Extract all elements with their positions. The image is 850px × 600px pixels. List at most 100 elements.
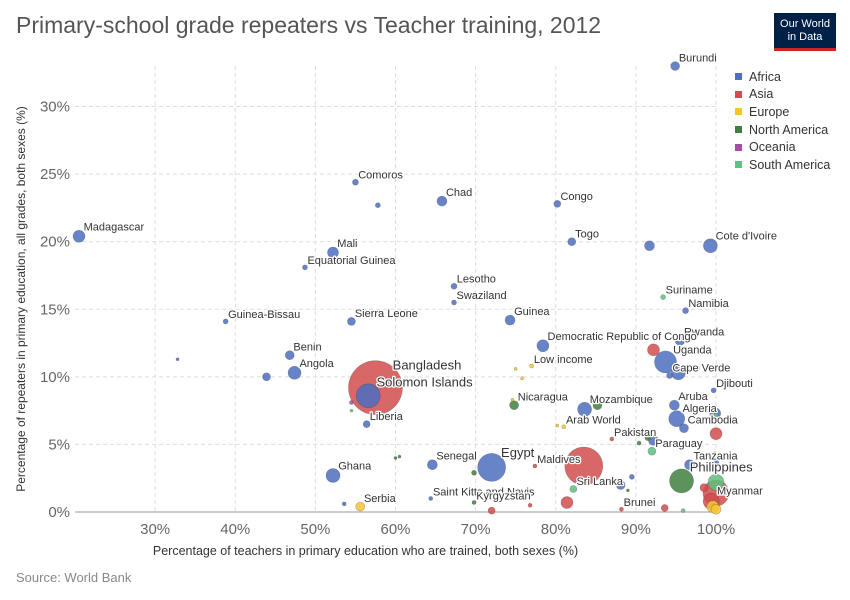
data-point xyxy=(679,423,689,434)
point-label: Guinea xyxy=(514,306,550,318)
data-point xyxy=(561,424,567,430)
data-point xyxy=(487,506,496,515)
data-point xyxy=(669,468,694,494)
point-label: Nicaragua xyxy=(518,392,569,404)
data-point xyxy=(341,501,347,507)
point-label: Egypt xyxy=(501,445,535,460)
legend-label: Asia xyxy=(749,87,774,102)
data-point xyxy=(375,202,381,209)
point-label: Brunei xyxy=(624,497,656,509)
point-label: Tanzania xyxy=(694,451,739,463)
data-point xyxy=(710,413,720,422)
legend-item[interactable]: Asia xyxy=(735,86,830,104)
data-point xyxy=(647,446,657,456)
legend-item[interactable]: Europe xyxy=(735,103,830,121)
data-point xyxy=(287,365,302,380)
data-point xyxy=(660,504,669,512)
legend-label: South America xyxy=(749,157,831,172)
point-label: Liberia xyxy=(370,411,404,423)
data-point xyxy=(175,357,180,362)
data-point xyxy=(509,400,519,411)
point-label: Cape Verde xyxy=(672,363,730,375)
data-point xyxy=(609,436,615,442)
data-point xyxy=(626,488,630,493)
legend-item[interactable]: Africa xyxy=(735,68,830,86)
data-point xyxy=(670,61,680,71)
point-label: Sri Lanka xyxy=(576,476,623,488)
data-point xyxy=(684,459,695,470)
data-point xyxy=(671,365,686,381)
legend-item[interactable]: South America xyxy=(735,156,830,174)
data-point xyxy=(636,440,642,446)
source-note: Source: World Bank xyxy=(16,570,132,585)
point-label: Serbia xyxy=(364,493,397,505)
data-point xyxy=(349,400,354,405)
data-point xyxy=(325,468,341,483)
legend-swatch xyxy=(735,90,742,98)
point-label: Arab World xyxy=(566,415,621,427)
data-point xyxy=(302,264,308,271)
data-point xyxy=(284,350,295,361)
point-label: Democratic Republic of Congo xyxy=(548,331,697,343)
data-point xyxy=(327,246,339,259)
x-tick-label: 60% xyxy=(380,521,410,538)
legend-label: North America xyxy=(749,122,829,137)
point-label: Comoros xyxy=(358,169,403,181)
point-label: Low income xyxy=(534,354,593,366)
point-label: Namibia xyxy=(688,298,729,310)
point-label: Burundi xyxy=(679,52,717,64)
point-label: Uganda xyxy=(673,344,712,356)
data-point xyxy=(520,376,524,381)
point-label: Bangladesh xyxy=(393,357,462,372)
x-axis-label: Percentage of teachers in primary educat… xyxy=(153,544,578,558)
data-point xyxy=(450,282,458,290)
data-point xyxy=(529,363,535,369)
legend-item[interactable]: North America xyxy=(735,121,830,139)
point-label: Maldives xyxy=(537,454,581,466)
point-label: Chad xyxy=(446,187,472,199)
data-point xyxy=(349,408,354,413)
data-point xyxy=(668,410,686,428)
data-point xyxy=(532,463,538,469)
data-point xyxy=(642,396,650,404)
data-point xyxy=(615,480,626,490)
x-tick-label: 70% xyxy=(461,521,491,538)
data-point xyxy=(712,451,717,457)
data-point xyxy=(510,398,515,402)
point-label: Myanmar xyxy=(717,485,763,497)
point-label: Togo xyxy=(575,228,599,240)
data-point xyxy=(555,457,560,462)
x-tick-label: 30% xyxy=(140,521,170,538)
data-point xyxy=(393,456,398,460)
data-point xyxy=(710,503,722,515)
data-point xyxy=(707,473,725,491)
data-point xyxy=(710,387,717,394)
point-label: Suriname xyxy=(666,285,713,297)
data-point xyxy=(674,335,686,346)
point-label: Mali xyxy=(337,238,357,250)
legend-swatch xyxy=(735,143,742,151)
data-point xyxy=(560,496,574,509)
owid-logo[interactable]: Our World in Data xyxy=(774,13,836,51)
legend-item[interactable]: Oceania xyxy=(735,138,830,156)
data-point xyxy=(427,459,438,470)
y-tick-label: 25% xyxy=(40,166,70,183)
y-tick-label: 10% xyxy=(40,369,70,386)
x-tick-label: 100% xyxy=(697,521,735,538)
point-label: Solomon Islands xyxy=(376,375,473,390)
legend-label: Oceania xyxy=(749,140,796,155)
y-tick-label: 5% xyxy=(48,436,70,453)
legend-swatch xyxy=(735,161,742,169)
data-point xyxy=(362,420,371,428)
legend-swatch xyxy=(735,126,742,134)
data-point xyxy=(553,200,562,208)
data-point xyxy=(644,434,652,441)
point-label: Madagascar xyxy=(84,222,145,234)
data-point xyxy=(564,446,604,486)
data-point xyxy=(222,318,229,325)
x-tick-label: 40% xyxy=(220,521,250,538)
point-label: Paraguay xyxy=(655,438,703,450)
data-point xyxy=(355,383,381,409)
legend-label: Africa xyxy=(749,69,781,84)
